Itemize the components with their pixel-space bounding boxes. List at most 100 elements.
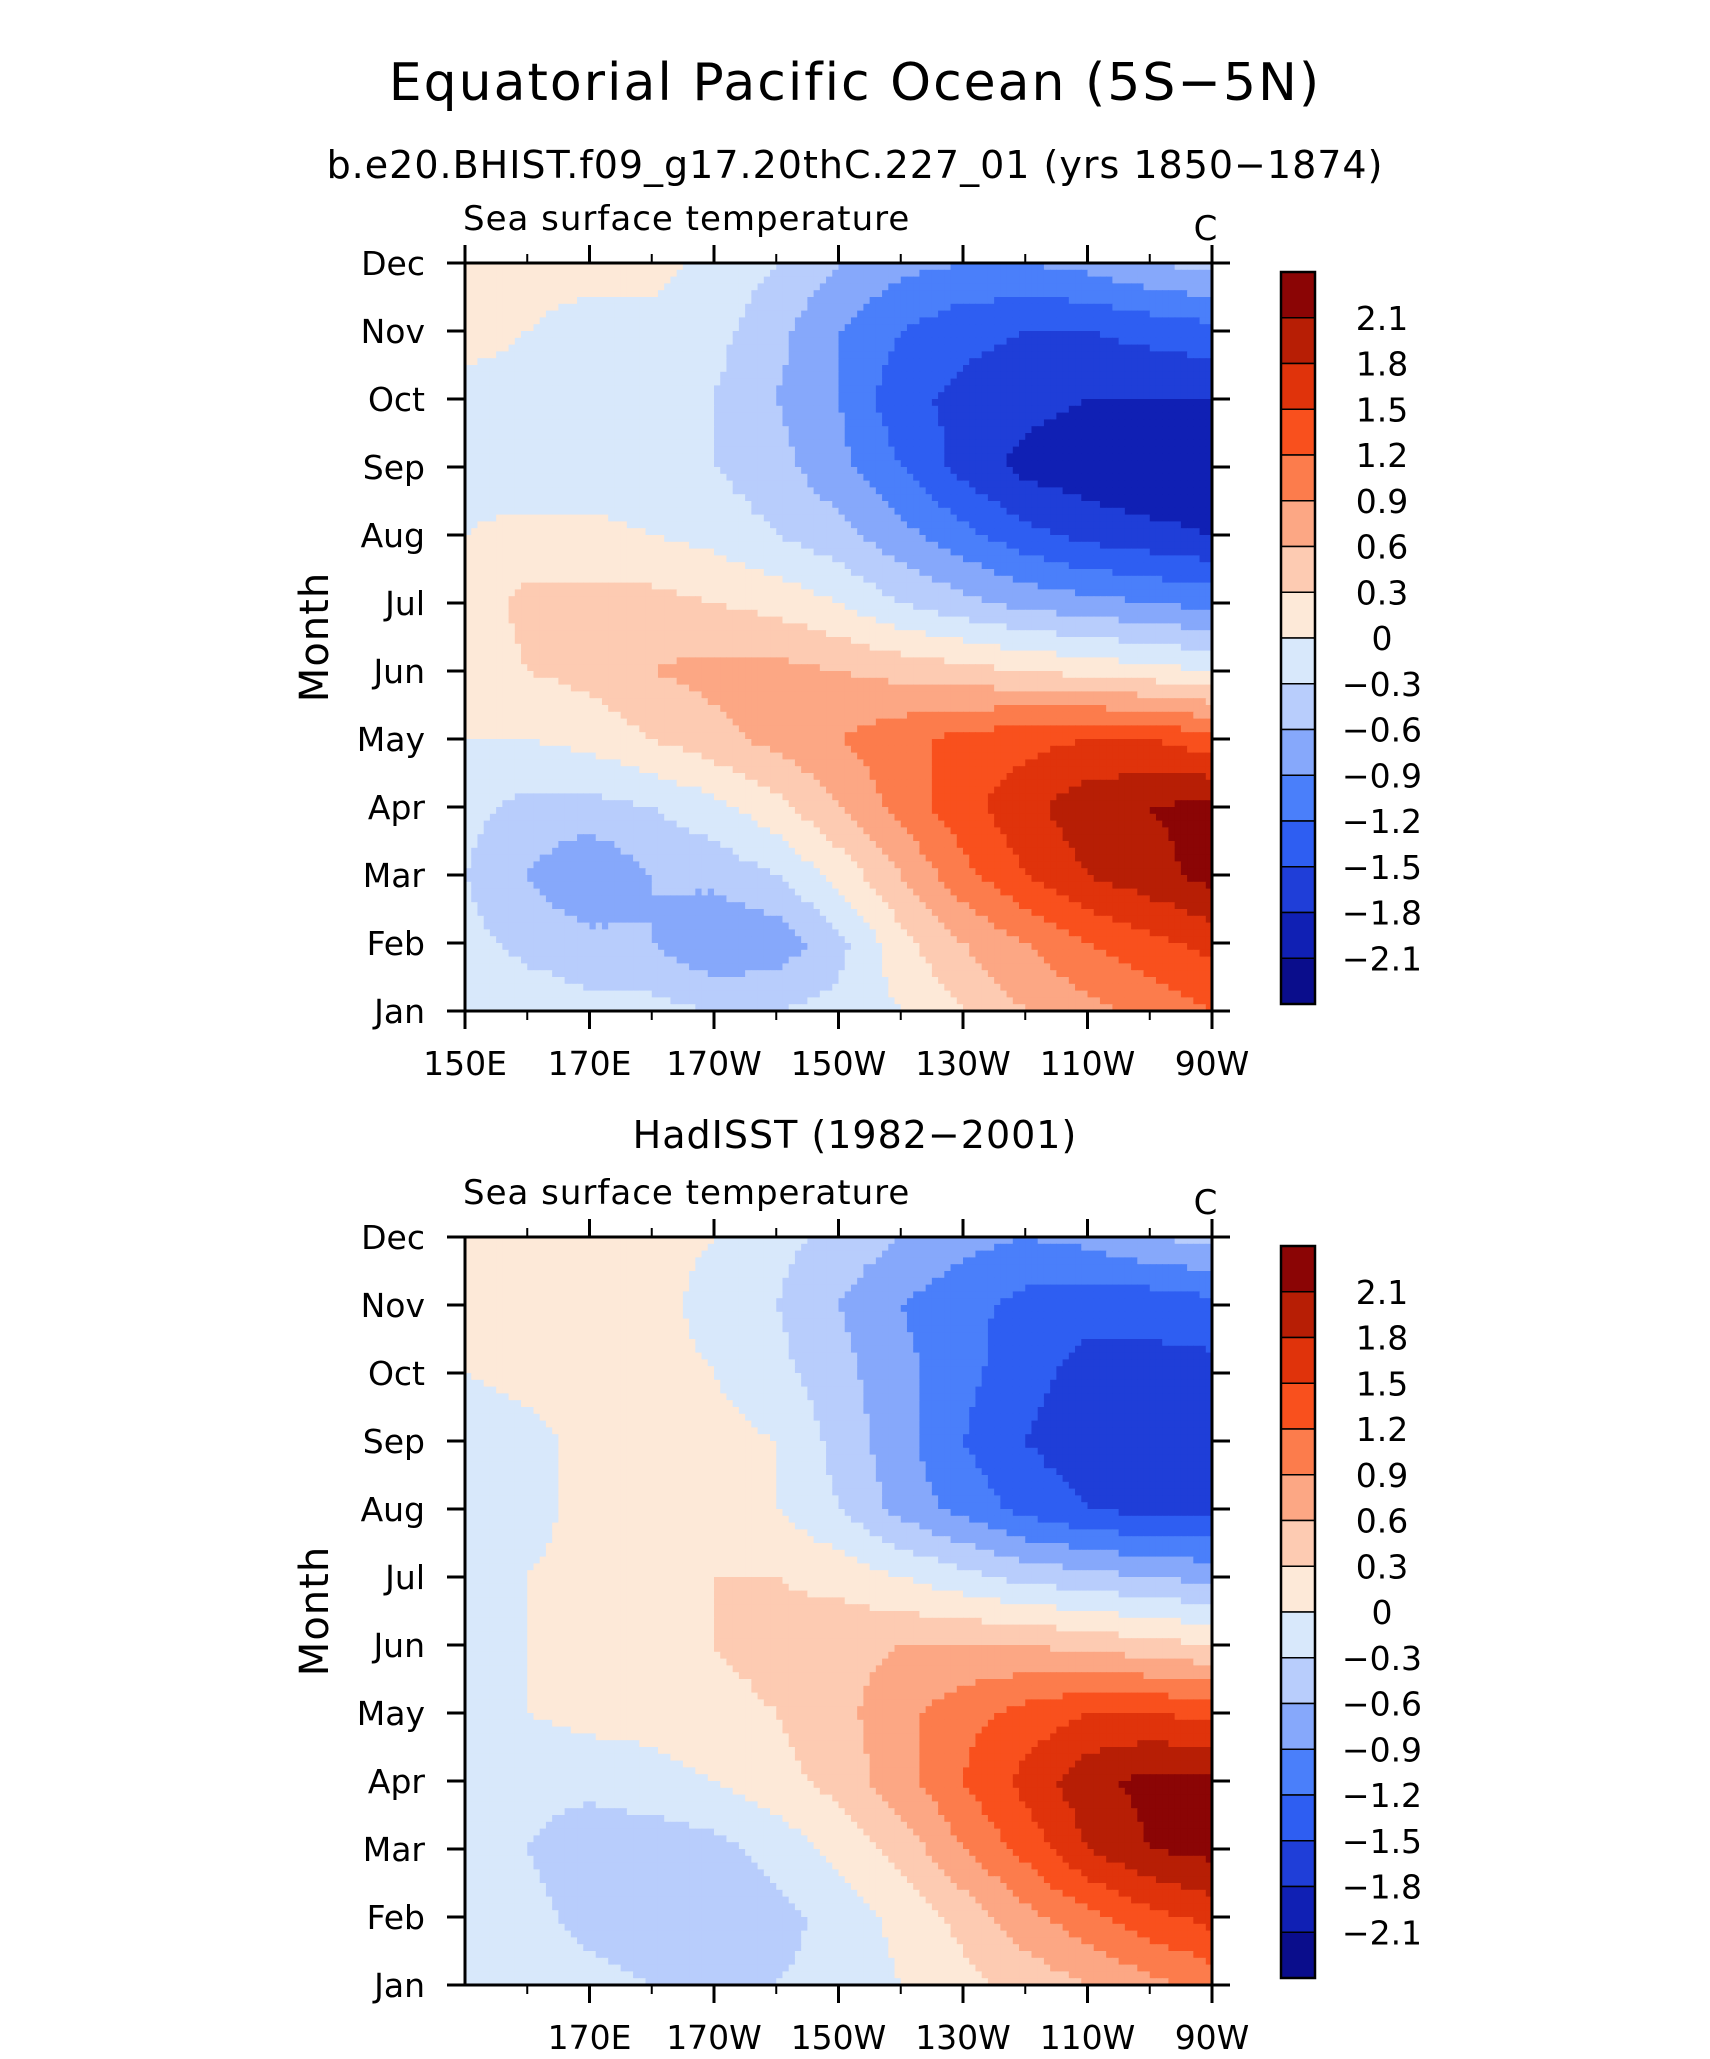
contour-cell [875,283,883,291]
contour-cell [558,535,566,543]
contour-cell [894,290,902,298]
contour-cell [465,419,472,427]
contour-cell [1093,405,1101,414]
contour-cell [1068,453,1076,461]
contour-cell [738,460,746,468]
contour-cell [987,324,995,332]
contour-cell [651,344,659,352]
contour-cell [558,317,566,325]
contour-cell [701,426,709,434]
contour-cell [483,535,491,543]
contour-cell [521,399,528,407]
contour-cell [552,446,559,454]
contour-cell [1000,433,1008,441]
contour-cell [751,521,759,529]
contour-cell [838,331,846,339]
contour-cell [1112,426,1120,434]
contour-cell [1168,385,1176,393]
contour-cell [844,324,852,332]
contour-cell [620,297,628,305]
contour-cell [545,433,553,441]
contour-cell [975,337,983,346]
contour-cell [869,473,877,482]
contour-cell [894,303,902,312]
contour-cell [788,514,796,522]
contour-cell [782,467,790,475]
contour-cell [633,263,640,271]
contour-cell [1106,337,1113,346]
contour-cell [788,317,796,325]
contour-cell [726,324,734,332]
contour-cell [1099,269,1107,278]
contour-cell [801,467,808,475]
contour-cell [844,371,852,380]
contour-cell [707,358,715,366]
contour-cell [969,365,977,373]
contour-cell [950,263,958,271]
contour-cell [726,412,734,420]
contour-cell [633,439,640,448]
contour-cell [832,514,840,522]
contour-cell [757,405,765,414]
contour-cell [1056,344,1064,352]
contour-cell [1012,405,1020,414]
contour-cell [969,480,977,488]
contour-cell [1068,310,1076,318]
contour-cell [527,317,535,325]
contour-cell [521,276,528,284]
contour-cell [589,453,597,461]
contour-cell [651,494,659,502]
contour-cell [738,473,746,482]
contour-cell [483,263,491,271]
contour-cell [695,439,703,448]
contour-cell [975,412,983,420]
contour-cell [738,405,746,414]
contour-cell [670,439,678,448]
contour-cell [782,487,790,495]
contour-cell [938,521,945,529]
contour-cell [944,337,952,346]
contour-cell [850,501,858,509]
contour-cell [832,507,840,516]
contour-cell [1124,535,1132,543]
contour-cell [608,303,615,312]
contour-cell [645,501,653,509]
contour-cell [552,494,559,502]
contour-cell [714,269,721,278]
contour-cell [782,324,790,332]
contour-cell [882,439,889,448]
contour-cell [751,365,759,373]
contour-cell [770,535,777,543]
contour-cell [857,385,864,393]
contour-cell [651,263,659,271]
contour-cell [1106,358,1113,366]
contour-cell [844,276,852,284]
contour-cell [757,385,765,393]
contour-cell [875,460,883,468]
contour-cell [757,521,765,529]
contour-cell [950,480,958,488]
contour-cell [545,324,553,332]
contour-cell [863,535,871,543]
contour-cell [465,263,472,271]
contour-cell [682,276,690,284]
contour-cell [1118,276,1126,284]
contour-cell [819,392,827,400]
contour-cell [496,392,503,400]
contour-cell [558,351,566,359]
contour-cell [875,331,883,339]
contour-cell [794,480,802,488]
contour-cell [1087,344,1095,352]
contour-cell [975,453,983,461]
contour-cell [583,351,591,359]
contour-cell [1056,473,1064,482]
contour-cell [1093,310,1101,318]
contour-cell [720,283,728,291]
contour-cell [994,405,1001,414]
contour-cell [539,473,547,482]
contour-cell [975,507,983,516]
contour-cell [1187,310,1194,318]
contour-cell [770,419,777,427]
contour-cell [633,426,640,434]
contour-cell [564,276,572,284]
